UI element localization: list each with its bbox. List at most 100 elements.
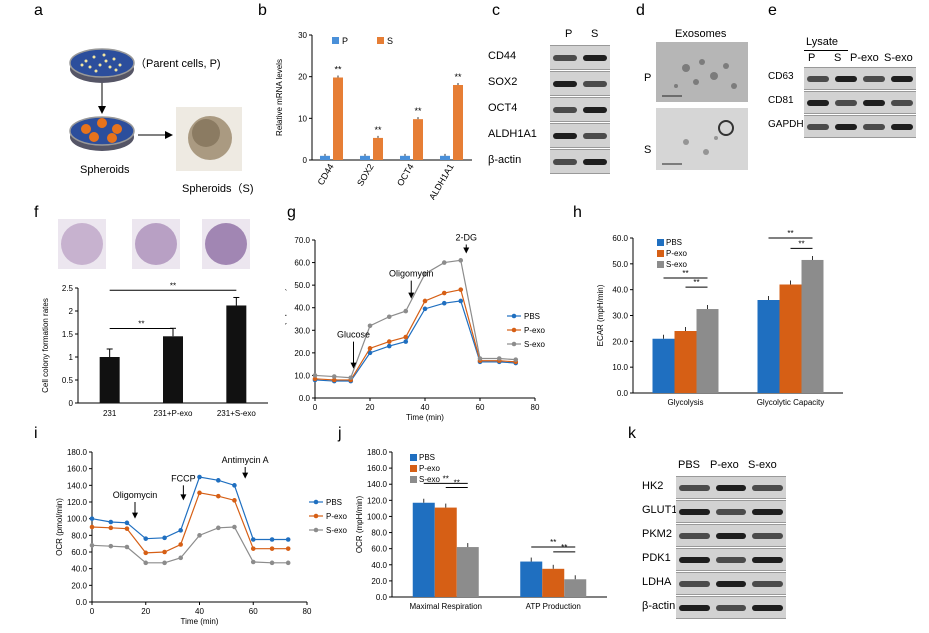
legend-swatch-S-exo xyxy=(410,476,417,483)
y-tick-label: 1 xyxy=(69,353,74,362)
blot-band-strip xyxy=(550,149,610,174)
spheroids-s-label: Spheroids（S) xyxy=(182,183,254,195)
x-tick-label: 20 xyxy=(141,607,150,616)
blot-band xyxy=(679,556,710,563)
chart-g-ecar-timecourse: 0.0 10.0 20.0 30.0 40.0 50.0 60.0 70.0 ECAR (mpH… xyxy=(285,233,545,422)
chart-i-y-label: OCR (pmol/min) xyxy=(55,498,64,556)
y-tick-label: 80.0 xyxy=(371,529,387,538)
data-point-PBS xyxy=(441,300,447,306)
data-point-S-exo xyxy=(331,374,337,379)
data-point-S-exo xyxy=(312,373,318,378)
bar-231+S-exo xyxy=(226,305,247,403)
data-point-S-exo xyxy=(513,357,519,362)
bar-S-SOX2 xyxy=(373,137,383,160)
legend-label-P-exo: P-exo xyxy=(666,249,687,258)
significance-label: ** xyxy=(374,125,382,135)
blot-band xyxy=(715,556,747,563)
data-point-S-exo xyxy=(496,356,502,361)
annotation-label: Oligomycin xyxy=(113,490,158,500)
blot-row-label: GLUT1 xyxy=(642,504,678,516)
blot-band-strip xyxy=(676,524,786,547)
significance-label: ** xyxy=(170,281,176,290)
series-line-P-exo xyxy=(314,288,516,381)
data-point-P-exo xyxy=(331,377,337,383)
bar-P-ALDH1A1 xyxy=(440,155,450,160)
blot-band-strip xyxy=(676,596,786,619)
chart-h-ecar-bars: 0.0 10.0 20.0 30.0 40.0 50.0 60.0 ECAR (mpH/min… xyxy=(596,229,843,407)
blot-band xyxy=(553,54,577,61)
data-point-P-exo xyxy=(178,542,183,547)
data-point-P-exo xyxy=(458,287,464,292)
panel-c-blot: P S CD44 SOX2 OCT4 ALDH1A1 β-actin xyxy=(486,20,616,180)
blot-band xyxy=(863,123,885,130)
series-line-PBS xyxy=(91,476,289,541)
y-tick-label: 0.0 xyxy=(76,598,88,607)
annotation-arrowhead xyxy=(242,472,249,479)
panel-label-g: g xyxy=(287,204,296,221)
blot-band-strip xyxy=(550,45,610,70)
blot-band xyxy=(835,99,857,106)
chart-f-colony-formation: 0 0.5 1 1.5 2 2.5 Cell colony formation rates 2… xyxy=(41,281,268,418)
blot-band xyxy=(553,80,577,87)
legend-swatch-PBS xyxy=(410,454,417,461)
x-tick-label: 40 xyxy=(421,403,430,412)
blot-row-label: HK2 xyxy=(642,480,664,492)
blot-band xyxy=(752,508,783,515)
series-line-PBS xyxy=(314,300,516,382)
bar-P-exo-Maximal Respiration xyxy=(434,507,457,597)
data-point-S-exo xyxy=(216,525,221,531)
legend-label-P-exo: P-exo xyxy=(524,326,545,335)
panel-label-f: f xyxy=(34,204,39,221)
blot-band-strip xyxy=(804,67,916,90)
bar-S-CD44 xyxy=(333,77,343,160)
x-tick-label: 0 xyxy=(313,403,318,412)
legend-label-PBS: PBS xyxy=(326,498,342,507)
data-point-S-exo xyxy=(403,308,409,314)
y-tick-label: 40.0 xyxy=(371,561,387,570)
blot-column-label: S-exo xyxy=(884,52,913,64)
panel-f-colony-images xyxy=(50,215,250,275)
data-point-P-exo xyxy=(108,525,114,531)
y-tick-label: 50.0 xyxy=(612,260,628,269)
blot-band xyxy=(583,54,607,61)
significance-label: ** xyxy=(682,269,688,278)
x-tick-label: ALDH1A1 xyxy=(427,162,456,200)
series-line-P-exo xyxy=(91,492,289,554)
legend-swatch-PBS xyxy=(657,239,664,246)
data-point-P-exo xyxy=(312,376,318,382)
data-point-S-exo xyxy=(441,260,447,265)
annotation-label: FCCP xyxy=(171,473,196,483)
data-point-P-exo xyxy=(197,490,202,496)
y-tick-label: 20.0 xyxy=(371,577,387,586)
data-point-P-exo xyxy=(143,550,149,556)
blot-row-label: β-actin xyxy=(642,600,676,612)
data-point-S-exo xyxy=(124,544,130,550)
panel-label-h: h xyxy=(573,204,582,221)
y-tick-label: 180.0 xyxy=(367,448,388,457)
legend-label-PBS: PBS xyxy=(524,312,540,321)
legend-marker-PBS xyxy=(313,499,319,505)
blot-band xyxy=(679,532,710,539)
blot-band xyxy=(752,532,783,539)
panel-e-blot: Lysate P S P-exo S-exo CD63 CD81 GAPDH xyxy=(766,20,926,150)
blot-column-label: P xyxy=(808,52,816,64)
legend-label-PBS: PBS xyxy=(666,238,682,247)
y-tick-label: 20.0 xyxy=(294,349,310,358)
panel-k-blot: PBS P-exo S-exo HK2 GLUT1 PKM2 PDK1 LDHA β-acti… xyxy=(640,455,800,633)
data-point-S-exo xyxy=(143,560,149,566)
blot-band xyxy=(553,106,577,113)
em-micrographs xyxy=(656,42,748,170)
significance-label: ** xyxy=(787,229,793,238)
y-tick-label: 30.0 xyxy=(612,312,628,321)
bar-S-exo-ATP Production xyxy=(564,579,587,597)
blot-band xyxy=(715,508,747,515)
bar-P-exo-ATP Production xyxy=(542,568,565,597)
blot-band xyxy=(807,123,829,130)
chart-f-y-label: Cell colony formation rates xyxy=(41,298,50,393)
significance-label: ** xyxy=(138,319,144,328)
data-point-PBS xyxy=(422,306,428,312)
x-tick-label: 231 xyxy=(103,409,117,418)
x-tick-label: 80 xyxy=(531,403,540,412)
y-tick-label: 0.0 xyxy=(376,593,388,602)
blot-column-label: PBS xyxy=(678,459,701,471)
